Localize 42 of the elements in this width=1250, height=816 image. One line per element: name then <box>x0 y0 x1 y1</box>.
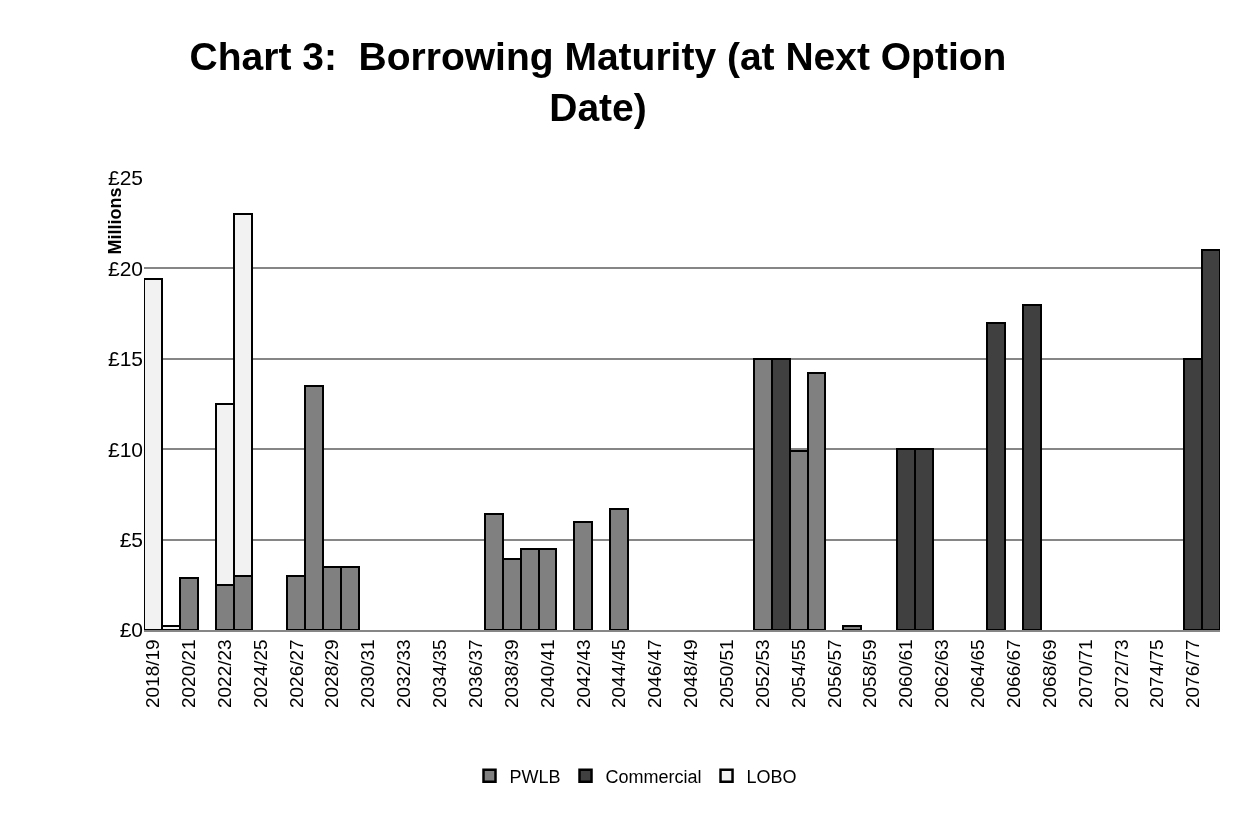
y-tick-label: £15 <box>107 347 143 371</box>
legend-label: PWLB <box>509 766 561 787</box>
x-tick-label: 2042/43 <box>572 639 594 709</box>
y-tick-label: £10 <box>107 437 143 461</box>
x-tick-label: 2020/21 <box>178 639 200 709</box>
x-tick-label: 2054/55 <box>787 639 809 709</box>
x-tick-label: 2072/73 <box>1110 639 1132 709</box>
x-tick-label: 2074/75 <box>1146 639 1168 709</box>
x-tick-label: 2048/49 <box>680 639 702 709</box>
x-tick-label: 2018/19 <box>142 639 164 709</box>
x-tick-label: 2066/67 <box>1002 639 1024 709</box>
x-tick-label: 2024/25 <box>249 639 271 709</box>
x-tick-label: 2058/59 <box>859 639 881 709</box>
x-tick-label: 2056/57 <box>823 639 845 709</box>
x-tick-label: 2036/37 <box>464 639 486 709</box>
chart-title: Chart 3: Borrowing Maturity (at Next Option Date) <box>189 35 1007 129</box>
bar <box>985 321 1006 630</box>
x-tick-label: 2044/45 <box>608 639 630 709</box>
x-tick-label: 2032/33 <box>393 639 415 709</box>
bar <box>1021 303 1042 630</box>
x-tick-label: 2040/41 <box>536 639 558 709</box>
x-tick-label: 2038/39 <box>500 639 522 709</box>
x-tick-label: 2028/29 <box>321 639 343 709</box>
x-tick-label: 2022/23 <box>213 639 235 709</box>
y-tick-label: £20 <box>107 256 143 280</box>
legend-label: Commercial <box>605 766 702 787</box>
x-tick-label: 2060/61 <box>895 639 917 709</box>
x-tick-label: 2046/47 <box>644 639 666 709</box>
y-tick-label: £0 <box>119 618 143 642</box>
x-tick-label: 2062/63 <box>931 639 953 709</box>
x-tick-label: 2026/27 <box>285 639 307 709</box>
x-tick-label: 2076/77 <box>1182 639 1204 709</box>
legend-label: LOBO <box>746 766 797 787</box>
x-tick-label: 2068/69 <box>1038 639 1060 709</box>
x-tick-label: 2052/53 <box>751 639 773 709</box>
x-tick-label: 2064/65 <box>967 639 989 709</box>
x-tick-label: 2050/51 <box>716 639 738 709</box>
x-tick-label: 2030/31 <box>357 639 379 709</box>
x-tick-label: 2034/35 <box>429 639 451 709</box>
y-tick-label: £5 <box>119 527 143 551</box>
x-tick-label: 2070/71 <box>1074 639 1096 709</box>
y-axis-title: Millions <box>104 187 125 255</box>
